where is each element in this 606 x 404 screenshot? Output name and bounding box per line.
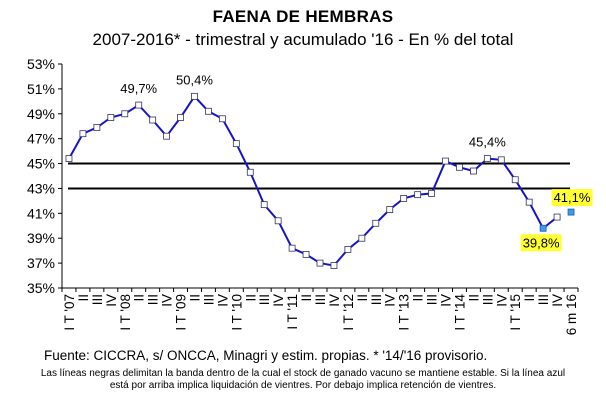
x-tick-label: III bbox=[480, 294, 495, 305]
data-point bbox=[107, 114, 115, 121]
chart-subtitle: 2007-2016* - trimestral y acumulado '16 … bbox=[92, 30, 514, 49]
x-tick-label: III bbox=[201, 294, 216, 305]
x-tick-label: II bbox=[522, 294, 537, 302]
x-tick-label: II bbox=[76, 294, 91, 302]
data-point bbox=[386, 206, 394, 214]
data-point bbox=[400, 194, 408, 202]
data-point bbox=[121, 110, 129, 118]
footnote-line-2: está por arriba implica liquidación de v… bbox=[109, 380, 497, 391]
data-point bbox=[135, 101, 143, 109]
x-tick-label: IV bbox=[160, 294, 175, 307]
x-tick-label: II bbox=[355, 294, 370, 302]
data-point bbox=[330, 262, 338, 270]
x-tick-label: IV bbox=[104, 294, 119, 307]
y-tick-label: 37% bbox=[27, 255, 55, 271]
x-tick-label: I T '14 bbox=[452, 294, 467, 331]
x-tick-label: I T '08 bbox=[118, 294, 133, 331]
source-note: Fuente: CICCRA, s/ ONCCA, Minagri y esti… bbox=[44, 348, 488, 363]
x-tick-label: III bbox=[90, 294, 105, 305]
x-tick-label: I T '13 bbox=[397, 294, 412, 331]
x-tick-label: I T '10 bbox=[229, 294, 244, 331]
footnote-line-1: Las líneas negras delimitan la banda den… bbox=[40, 368, 566, 379]
y-tick-label: 41% bbox=[27, 205, 55, 221]
annotation-highlight bbox=[551, 189, 593, 207]
data-point bbox=[511, 176, 519, 184]
x-tick-label: I T '15 bbox=[508, 294, 523, 331]
y-tick-label: 43% bbox=[27, 180, 55, 196]
x-tick-label: I T '12 bbox=[341, 294, 356, 331]
data-point bbox=[79, 130, 87, 138]
data-label: 41,1% bbox=[554, 190, 591, 205]
series-line bbox=[68, 94, 558, 267]
x-tick-label: II bbox=[466, 294, 481, 302]
data-point bbox=[149, 116, 157, 124]
data-point bbox=[177, 114, 184, 121]
x-tick-label: III bbox=[257, 294, 272, 305]
data-point bbox=[288, 244, 296, 252]
x-tick-label: IV bbox=[494, 294, 509, 307]
data-point bbox=[525, 198, 533, 206]
x-tick-label: IV bbox=[383, 294, 398, 307]
annotation-highlight bbox=[520, 234, 562, 252]
data-point bbox=[567, 208, 575, 216]
x-tick-label: IV bbox=[215, 294, 230, 307]
x-tick-label: II bbox=[132, 294, 147, 302]
data-label: 39,8% bbox=[523, 235, 560, 250]
y-tick-label: 49% bbox=[27, 106, 55, 122]
data-point bbox=[316, 259, 324, 267]
data-point bbox=[93, 124, 101, 131]
data-point bbox=[497, 156, 505, 164]
x-tick-label: III bbox=[313, 294, 328, 305]
y-tick-label: 35% bbox=[27, 280, 55, 296]
data-point bbox=[553, 213, 561, 221]
data-point bbox=[65, 155, 73, 162]
x-tick-label: II bbox=[411, 294, 426, 302]
data-point bbox=[428, 190, 435, 197]
data-point bbox=[205, 107, 212, 115]
y-tick-label: 45% bbox=[27, 156, 55, 172]
data-label: 45,4% bbox=[469, 135, 506, 150]
y-tick-label: 47% bbox=[27, 131, 55, 147]
data-point bbox=[470, 167, 477, 175]
data-point bbox=[232, 140, 240, 148]
data-point bbox=[358, 234, 366, 242]
x-tick-label: IV bbox=[439, 294, 454, 307]
x-tick-label: III bbox=[425, 294, 440, 305]
data-point bbox=[246, 168, 254, 176]
x-tick-label: II bbox=[187, 294, 202, 302]
x-tick-label: I T '09 bbox=[174, 294, 189, 331]
y-tick-label: 51% bbox=[27, 81, 55, 97]
data-point bbox=[302, 250, 310, 258]
x-tick-label: IV bbox=[327, 294, 342, 307]
x-tick-label: 6 m 16 bbox=[564, 294, 579, 335]
data-point bbox=[260, 201, 268, 209]
data-point bbox=[456, 163, 463, 171]
x-tick-label: IV bbox=[271, 294, 286, 307]
x-tick-label: II bbox=[299, 294, 314, 302]
footnote: Las líneas negras delimitan la banda den… bbox=[0, 368, 606, 392]
data-label: 49,7% bbox=[120, 81, 157, 96]
x-tick-label: II bbox=[243, 294, 258, 302]
x-tick-label: III bbox=[536, 294, 551, 305]
data-point bbox=[539, 224, 547, 232]
data-point bbox=[191, 92, 198, 100]
data-label: 50,4% bbox=[176, 72, 213, 87]
x-tick-label: III bbox=[146, 294, 161, 305]
data-point bbox=[274, 217, 282, 225]
data-point bbox=[442, 157, 449, 165]
y-tick-label: 39% bbox=[27, 230, 55, 246]
data-point bbox=[163, 132, 170, 140]
data-point bbox=[218, 115, 226, 123]
data-point bbox=[483, 155, 491, 162]
x-tick-label: I T '07 bbox=[62, 294, 77, 331]
y-tick-label: 53% bbox=[27, 56, 55, 72]
x-tick-label: IV bbox=[550, 294, 565, 307]
data-point bbox=[344, 246, 352, 253]
data-point bbox=[414, 191, 422, 199]
data-point bbox=[372, 219, 380, 227]
x-tick-label: III bbox=[369, 294, 384, 305]
chart-title: FAENA DE HEMBRAS bbox=[212, 7, 394, 26]
x-tick-label: I T '11 bbox=[285, 294, 300, 330]
